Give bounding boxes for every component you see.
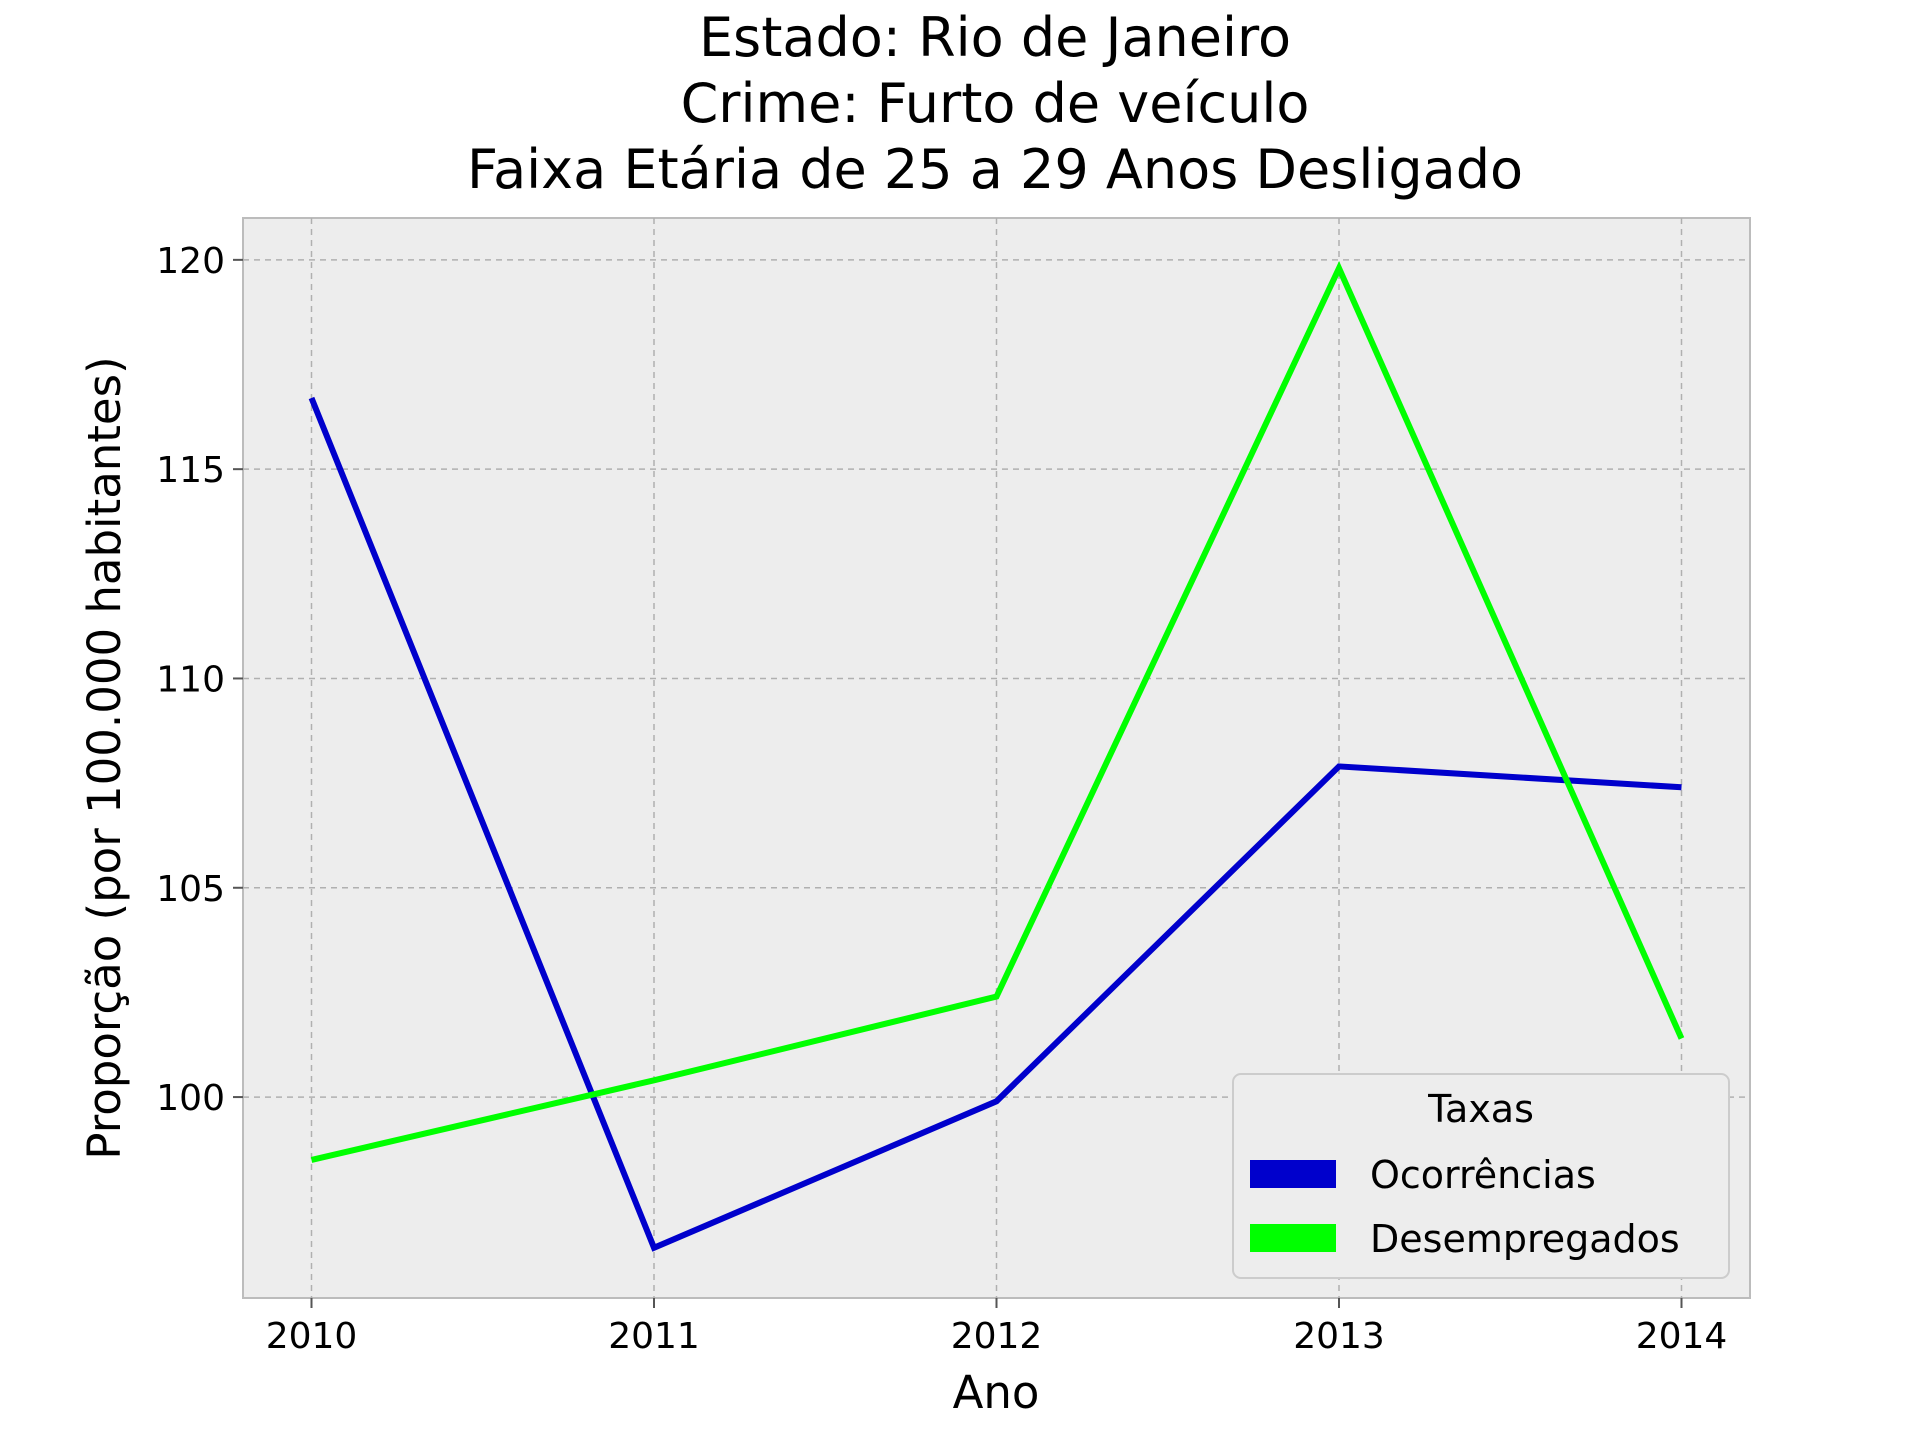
title-line-1: Estado: Rio de Janeiro	[699, 6, 1291, 69]
title-line-2: Crime: Furto de veículo	[681, 72, 1310, 135]
legend-title: Taxas	[1427, 1087, 1534, 1131]
series-layer	[308, 260, 1685, 1252]
y-axis-ticks: 100 105 110 115 120	[156, 241, 243, 1119]
y-tick-label: 120	[156, 241, 225, 282]
x-tick-label: 2014	[1636, 1316, 1728, 1357]
title-line-3: Faixa Etária de 25 a 29 Anos Desligado	[467, 138, 1523, 201]
legend-box	[1232, 1073, 1730, 1279]
y-tick-label: 115	[156, 450, 225, 491]
legend-label-desempregados: Desempregados	[1370, 1217, 1680, 1261]
x-axis-label: Ano	[953, 1366, 1040, 1419]
x-tick-label: 2011	[608, 1316, 700, 1357]
legend-swatch-desempregados	[1250, 1224, 1336, 1252]
legend-label-ocorrencias: Ocorrências	[1370, 1153, 1596, 1197]
x-tick-label: 2012	[951, 1316, 1043, 1357]
x-tick-label: 2013	[1293, 1316, 1385, 1357]
legend: Taxas Ocorrências Desempregados	[1232, 1073, 1730, 1279]
y-axis-label: Proporção (por 100.000 habitantes)	[78, 356, 131, 1159]
chart-title: Estado: Rio de Janeiro Crime: Furto de v…	[467, 6, 1523, 201]
y-tick-label: 100	[156, 1078, 225, 1119]
legend-swatch-ocorrencias	[1250, 1160, 1336, 1188]
x-tick-label: 2010	[266, 1316, 358, 1357]
y-tick-label: 110	[156, 659, 225, 700]
x-axis-ticks: 2010 2011 2012 2013 2014	[266, 1298, 1728, 1357]
y-tick-label: 105	[156, 869, 225, 910]
